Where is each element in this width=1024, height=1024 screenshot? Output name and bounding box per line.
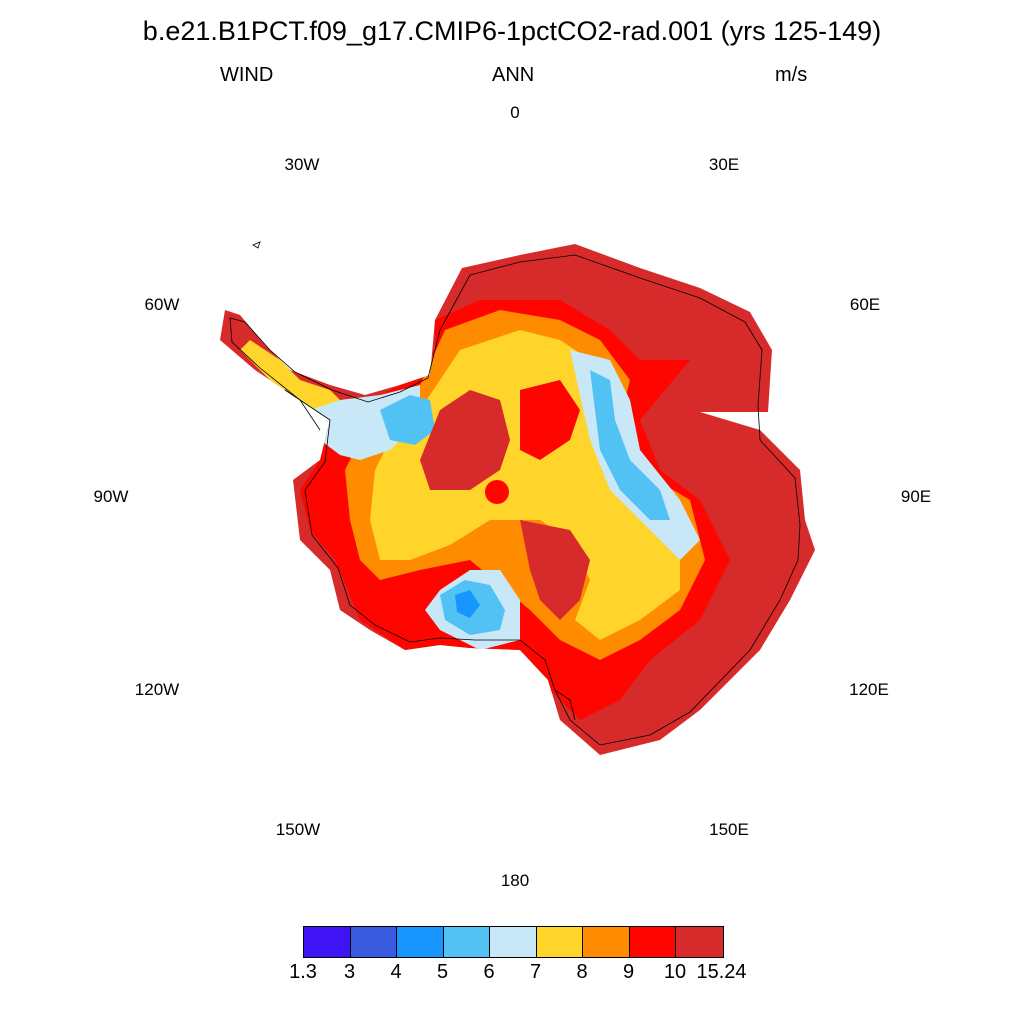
lon-label-60e: 60E: [849, 295, 881, 314]
lon-label-90e: 90E: [900, 487, 932, 506]
colorbar-swatch: [536, 927, 583, 957]
wind-band-6-weddell: [380, 395, 435, 445]
coastline: [229, 241, 801, 746]
wind-band-15-interior-b: [520, 520, 590, 620]
colorbar-swatch: [304, 927, 351, 957]
colorbar-swatch: [490, 927, 537, 957]
lon-label-60w: 60W: [144, 295, 180, 314]
wind-band-15-interior-a: [420, 390, 510, 490]
colorbar-swatch: [397, 927, 444, 957]
wind-field: [220, 244, 815, 755]
colorbar-swatch: [583, 927, 630, 957]
lon-label-30w: 30W: [284, 155, 320, 174]
lon-label-150w: 150W: [275, 820, 321, 839]
lon-label-150e: 150E: [709, 820, 749, 839]
colorbar-tick-label: 15.24: [696, 961, 747, 983]
wind-band-6-east: [590, 370, 670, 520]
center-string: ANN: [492, 64, 535, 86]
wind-band-8-peninsula: [240, 340, 340, 410]
colorbar-tick-label: 10: [663, 961, 687, 983]
lon-label-120e: 120E: [849, 680, 889, 699]
wind-band-7-weddell: [300, 385, 420, 460]
plot-title: b.e21.B1PCT.f09_g17.CMIP6-1pctCO2-rad.00…: [142, 16, 882, 46]
lon-label-120w: 120W: [134, 680, 180, 699]
wind-band-8-pole: [500, 470, 575, 520]
wind-band-5-ross: [455, 590, 480, 618]
colorbar-tick-label: 9: [622, 961, 635, 983]
colorbar-tick-label: 8: [576, 961, 588, 983]
wind-band-10-pole: [485, 480, 509, 504]
colorbar-swatch: [443, 927, 490, 957]
colorbar: [303, 926, 724, 958]
colorbar-tick-label: 5: [436, 961, 449, 983]
colorbar-swatch: [676, 927, 723, 957]
colorbar-tick-label: 4: [390, 961, 402, 983]
lon-label-90w: 90W: [93, 487, 129, 506]
right-string: m/s: [775, 64, 808, 86]
colorbar-swatch: [629, 927, 676, 957]
left-string: WIND: [220, 64, 274, 86]
colorbar-tick-label: 1.3: [289, 961, 317, 983]
colorbar-swatch: [350, 927, 397, 957]
lon-label-180: 180: [500, 871, 530, 890]
lon-label-30e: 30E: [708, 155, 740, 174]
colorbar-tick-label: 7: [529, 961, 542, 983]
lon-label-0: 0: [510, 103, 520, 122]
colorbar-tick-label: 3: [343, 961, 356, 983]
wind-band-10-interior: [520, 380, 580, 460]
colorbar-tick-label: 6: [483, 961, 495, 983]
